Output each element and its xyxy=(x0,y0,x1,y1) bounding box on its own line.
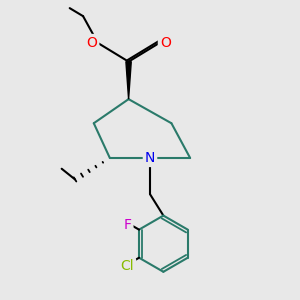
Text: O: O xyxy=(160,36,171,50)
Text: N: N xyxy=(145,151,155,165)
Text: Cl: Cl xyxy=(121,260,134,273)
Text: O: O xyxy=(86,36,98,50)
Polygon shape xyxy=(126,62,131,99)
Text: F: F xyxy=(124,218,131,232)
